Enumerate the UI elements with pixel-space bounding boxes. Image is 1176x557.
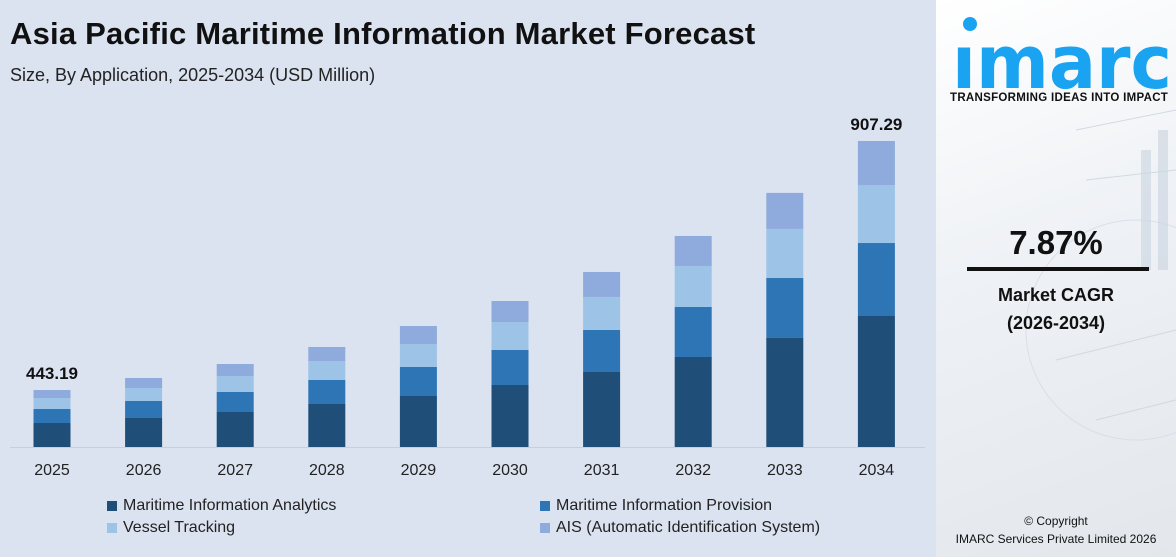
bar-segment-2030-4	[491, 300, 529, 322]
data-label: 443.19	[26, 364, 78, 383]
x-tick-label: 2028	[309, 462, 345, 479]
bar-segment-2033-2	[766, 277, 804, 338]
divider	[967, 267, 1149, 271]
bar-segment-2029-2	[399, 367, 437, 396]
chart-panel: Asia Pacific Maritime Information Market…	[10, 16, 925, 537]
bar-segment-2033-4	[766, 192, 804, 229]
bar-segment-2025-4	[33, 390, 71, 399]
legend-label: Vessel Tracking	[123, 519, 236, 536]
bar-segment-2025-3	[33, 398, 71, 410]
bar-segment-2032-1	[674, 356, 712, 447]
bar-segment-2034-1	[857, 316, 895, 447]
bar-segment-2034-3	[857, 185, 895, 244]
background-graphic	[1025, 109, 1176, 441]
x-tick-label: 2034	[859, 462, 895, 479]
bar-segment-2029-3	[399, 344, 437, 368]
legend-item: AIS (Automatic Identification System)	[540, 519, 820, 537]
bar-segment-2028-4	[308, 346, 346, 361]
bar-segment-2028-2	[308, 379, 346, 404]
bar-segment-2034-2	[857, 243, 895, 317]
bar-segment-2034-4	[857, 140, 895, 186]
x-tick-label: 2033	[767, 462, 803, 479]
x-tick-label: 2026	[126, 462, 162, 479]
bar-segment-2030-3	[491, 321, 529, 350]
bar-segment-2025-2	[33, 409, 71, 424]
legend-swatch	[107, 501, 117, 511]
bar-segment-2027-1	[216, 412, 254, 447]
bar-segment-2033-3	[766, 228, 804, 278]
x-tick-label: 2031	[584, 462, 620, 479]
bar-segment-2029-4	[399, 326, 437, 345]
bar-segment-2027-2	[216, 391, 254, 413]
imarc-logo: ımarc	[952, 17, 1172, 93]
legend-swatch	[540, 501, 550, 511]
legend-swatch	[107, 523, 117, 533]
bar-segment-2027-3	[216, 375, 254, 392]
legend-label: Maritime Information Provision	[556, 497, 773, 514]
chart-subtitle: Size, By Application, 2025-2034 (USD Mil…	[10, 65, 376, 85]
bar-segment-2031-1	[583, 371, 621, 447]
legend-label: Maritime Information Analytics	[123, 497, 337, 514]
x-tick-label: 2029	[401, 462, 437, 479]
copyright-owner: IMARC Services Private Limited 2026	[955, 532, 1157, 546]
logo-wordmark: ımarc	[952, 20, 1172, 93]
bar-segment-2026-3	[125, 388, 163, 401]
data-label: 907.29	[850, 115, 902, 134]
bar-segment-2026-1	[125, 417, 163, 447]
x-tick-label: 2027	[217, 462, 253, 479]
cagr-period: (2026-2034)	[1006, 313, 1106, 333]
bar-segment-2032-2	[674, 306, 712, 357]
bar-segment-2027-4	[216, 363, 254, 376]
bar-segment-2031-3	[583, 296, 621, 330]
bar-segment-2028-3	[308, 360, 346, 380]
sidebar: ımarc TRANSFORMING IDEAS INTO IMPACT 7.8…	[936, 0, 1176, 557]
bar-segment-2031-4	[583, 271, 621, 297]
copyright: © Copyright	[1024, 514, 1088, 528]
cagr-value: 7.87%	[1009, 224, 1103, 261]
bar-segment-2031-2	[583, 329, 621, 372]
bar-segment-2032-4	[674, 235, 712, 266]
bar-segment-2025-1	[33, 423, 71, 447]
legend-item: Maritime Information Provision	[540, 497, 772, 515]
x-tick-label: 2030	[492, 462, 528, 479]
legend-swatch	[540, 523, 550, 533]
x-tick-label: 2032	[675, 462, 711, 479]
logo-tagline: TRANSFORMING IDEAS INTO IMPACT	[950, 92, 1169, 104]
bar-segment-2029-1	[399, 395, 437, 447]
legend-label: AIS (Automatic Identification System)	[556, 519, 821, 536]
bar-segment-2026-2	[125, 400, 163, 418]
chart-title: Asia Pacific Maritime Information Market…	[10, 16, 756, 51]
legend-item: Maritime Information Analytics	[107, 497, 336, 515]
bar-segment-2032-3	[674, 265, 712, 307]
bar-segment-2033-1	[766, 337, 804, 447]
stacked-bar-chart: 2025 443.19 2026 2027 2028 2029 2030 2031 2032 20…	[10, 115, 925, 479]
legend-item: Vessel Tracking	[107, 519, 235, 537]
cagr-label: Market CAGR	[997, 285, 1115, 305]
bar-segment-2030-1	[491, 384, 529, 447]
x-tick-label: 2025	[34, 462, 70, 479]
bar-segment-2030-2	[491, 349, 529, 385]
bar-segment-2028-1	[308, 403, 346, 447]
bar-segment-2026-4	[125, 377, 163, 389]
